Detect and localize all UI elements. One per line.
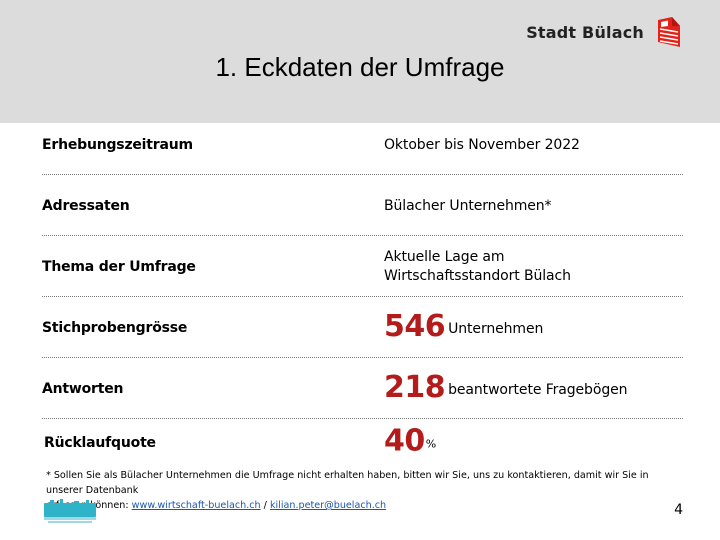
row-divider xyxy=(42,357,683,358)
row-value: 546 Unternehmen xyxy=(384,311,544,341)
page-number: 4 xyxy=(674,502,683,518)
page-title: 1. Eckdaten der Umfrage xyxy=(215,52,505,82)
website-link[interactable]: www.wirtschaft-buelach.ch xyxy=(131,500,261,511)
row-thema: Thema der Umfrage Aktuelle Lage am Wirts… xyxy=(42,236,683,297)
row-label: Thema der Umfrage xyxy=(42,258,196,275)
row-stichprobengroesse: Stichprobengrösse 546 Unternehmen xyxy=(42,297,683,358)
row-divider xyxy=(42,235,683,236)
footnote-separator: / xyxy=(260,500,270,511)
responses-unit: beantwortete Fragebögen xyxy=(448,381,628,398)
sample-size-unit: Unternehmen xyxy=(448,320,544,337)
row-erhebungszeitraum: Erhebungszeitraum Oktober bis November 2… xyxy=(42,114,683,175)
response-rate-number: 40 xyxy=(384,423,425,459)
sample-size-number: 546 xyxy=(384,308,446,344)
row-adressaten: Adressaten Bülacher Unternehmen* xyxy=(42,175,683,236)
responses-number: 218 xyxy=(384,369,446,405)
row-value: Bülacher Unternehmen* xyxy=(384,197,552,214)
row-divider xyxy=(42,174,683,175)
footnote: * Sollen Sie als Bülacher Unternehmen di… xyxy=(46,468,686,513)
row-value-line: Wirtschaftsstandort Bülach xyxy=(384,267,571,284)
row-antworten: Antworten 218 beantwortete Fragebögen xyxy=(42,358,683,419)
row-value: 40% xyxy=(384,426,437,456)
row-value: 218 beantwortete Fragebögen xyxy=(384,372,628,402)
row-value-line: Aktuelle Lage am xyxy=(384,248,505,265)
brand-name: Stadt Bülach xyxy=(526,22,644,42)
row-value: Aktuelle Lage am Wirtschaftsstandort Bül… xyxy=(384,248,571,286)
row-label: Antworten xyxy=(42,380,124,397)
row-label: Adressaten xyxy=(42,197,130,214)
row-label: Rücklaufquote xyxy=(44,435,156,451)
energiestadt-logo-icon xyxy=(44,499,96,523)
row-value: Oktober bis November 2022 xyxy=(384,136,580,153)
response-rate-unit: % xyxy=(425,437,437,451)
brand: Stadt Bülach xyxy=(526,17,682,47)
row-divider xyxy=(42,296,683,297)
row-divider xyxy=(42,418,683,419)
header-band xyxy=(0,0,720,123)
row-label: Erhebungszeitraum xyxy=(42,136,193,153)
footnote-text: * Sollen Sie als Bülacher Unternehmen di… xyxy=(46,470,649,496)
row-ruecklaufquote: Rücklaufquote 40% xyxy=(42,419,683,467)
email-link[interactable]: kilian.peter@buelach.ch xyxy=(269,500,387,511)
stadt-buelach-logo-icon xyxy=(658,17,680,47)
row-label: Stichprobengrösse xyxy=(42,319,188,336)
